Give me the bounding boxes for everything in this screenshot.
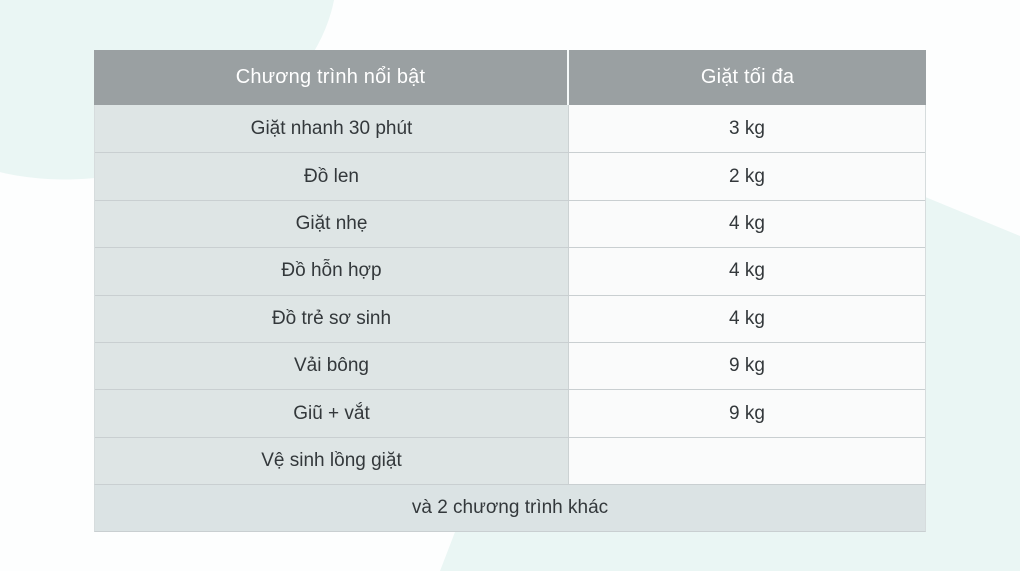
header-cell-max-wash: Giặt tối đa (700, 66, 795, 88)
max-weight-cell: 9 kg (569, 342, 925, 390)
program-cell: Giặt nhẹ (95, 200, 569, 248)
program-cell: Đồ trẻ sơ sinh (95, 295, 569, 342)
program-cell: Đồ len (95, 153, 569, 200)
program-cell: Giũ + vắt (95, 390, 569, 437)
table-row: Vải bông 9 kg (95, 341, 925, 390)
max-weight-cell: 2 kg (569, 153, 925, 200)
table-row: Đồ trẻ sơ sinh 4 kg (95, 294, 925, 342)
table-row: Đồ hỗn hợp 4 kg (95, 247, 925, 295)
table-row: Giặt nhanh 30 phút 3 kg (95, 105, 925, 153)
table-row: Giũ + vắt 9 kg (95, 389, 925, 437)
wash-program-table: Chương trình nổi bật Giặt tối đa Giặt nh… (94, 50, 926, 533)
max-weight-cell: 4 kg (569, 200, 925, 248)
table-row: Vệ sinh lồng giặt (95, 436, 925, 485)
program-cell: Giặt nhanh 30 phút (95, 105, 569, 153)
table-row: Giặt nhẹ 4 kg (95, 199, 925, 248)
max-weight-cell: 4 kg (569, 295, 925, 342)
max-weight-cell (569, 437, 925, 485)
max-weight-cell: 4 kg (569, 248, 925, 295)
table-row: Đồ len 2 kg (95, 152, 925, 200)
table-body: Giặt nhanh 30 phút 3 kg Đồ len 2 kg Giặt… (94, 105, 926, 485)
max-weight-cell: 9 kg (569, 390, 925, 437)
table-header-row: Chương trình nổi bật Giặt tối đa (94, 50, 926, 105)
program-cell: Đồ hỗn hợp (95, 248, 569, 295)
table-footer-note: và 2 chương trình khác (94, 484, 926, 533)
program-cell: Vệ sinh lồng giặt (95, 437, 569, 485)
header-cell-program: Chương trình nổi bật (94, 50, 569, 105)
max-weight-cell: 3 kg (569, 105, 925, 153)
program-cell: Vải bông (95, 342, 569, 390)
